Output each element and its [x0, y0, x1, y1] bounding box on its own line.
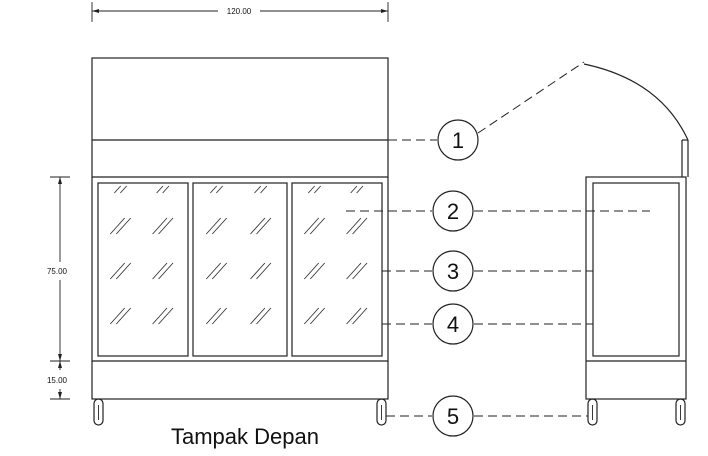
glass-hatch-stroke [352, 217, 368, 235]
glass-hatch-stroke [309, 217, 326, 235]
glass-hatch-stroke [205, 262, 222, 280]
glass-hatch-stroke [309, 262, 326, 280]
side-view-cabinet [583, 63, 689, 426]
glass-hatch-stroke [120, 185, 127, 194]
glass-hatch-stroke [152, 307, 168, 325]
glass-height-label: 75.00 [47, 267, 68, 276]
callout-1-label: 1 [452, 128, 464, 153]
glass-hatch-stroke [109, 217, 126, 235]
base-height-label: 15.00 [47, 376, 68, 385]
glass-hatch-stroke [346, 262, 362, 280]
callout-1: 1 [437, 119, 479, 161]
glass-hatch-stroke [115, 217, 132, 235]
callout-4-label: 4 [447, 312, 459, 337]
glass-hatch-stroke [254, 185, 262, 194]
glass-hatch-stroke [303, 217, 320, 235]
glass-hatch-stroke [250, 262, 266, 280]
callout-3-label: 3 [447, 259, 459, 284]
glass-hatch-stroke [256, 307, 272, 325]
glass-hatch-stroke [346, 217, 362, 235]
glass-hatch-stroke [303, 262, 320, 280]
glass-panel-middle [192, 182, 288, 357]
glass-hatch-marks [109, 185, 368, 325]
front-view-cabinet [91, 57, 389, 426]
width-dimension: 120.00 [91, 2, 389, 22]
side-wheel-left [587, 398, 598, 426]
callout-3: 3 [432, 250, 474, 292]
glass-hatch-stroke [158, 262, 174, 280]
callout-4: 4 [432, 303, 474, 345]
glass-panel-right [291, 182, 383, 357]
glass-hatch-stroke [156, 185, 164, 194]
glass-hatch-stroke [162, 185, 170, 194]
side-glass-panel [592, 182, 680, 357]
glass-panel-left [97, 182, 189, 357]
callout-5: 5 [432, 395, 474, 437]
glass-hatch-stroke [260, 185, 268, 194]
glass-hatch-stroke [114, 185, 121, 194]
side-wheel-right [675, 398, 686, 426]
side-cabinet-outline [585, 176, 687, 400]
glass-hatch-stroke [210, 185, 217, 194]
glass-hatch-stroke [211, 307, 228, 325]
glass-hatch-stroke [158, 307, 174, 325]
glass-hatch-stroke [250, 307, 266, 325]
glass-hatch-stroke [205, 217, 222, 235]
glass-hatch-stroke [250, 217, 266, 235]
glass-hatch-stroke [152, 262, 168, 280]
leader-lines [346, 61, 650, 417]
glass-hatch-stroke [350, 185, 358, 194]
glass-hatch-stroke [211, 217, 228, 235]
side-canopy-arc [583, 63, 689, 141]
glass-hatch-stroke [352, 262, 368, 280]
glass-hatch-stroke [303, 307, 320, 325]
glass-hatch-stroke [211, 262, 228, 280]
callout-2-label: 2 [447, 199, 459, 224]
callout-2: 2 [432, 190, 474, 232]
glass-hatch-stroke [256, 262, 272, 280]
glass-hatch-stroke [109, 262, 126, 280]
glass-hatch-stroke [352, 307, 368, 325]
view-caption: Tampak Depan [171, 424, 319, 449]
height-dimensions: 75.00 15.00 [47, 176, 70, 400]
callout-5-label: 5 [447, 404, 459, 429]
glass-hatch-stroke [152, 217, 168, 235]
glass-hatch-stroke [115, 262, 132, 280]
glass-hatch-stroke [346, 307, 362, 325]
glass-hatch-stroke [309, 307, 326, 325]
glass-hatch-stroke [109, 307, 126, 325]
cabinet-outline [91, 57, 389, 400]
glass-hatch-stroke [308, 185, 315, 194]
width-dimension-label: 120.00 [227, 7, 252, 16]
glass-hatch-stroke [216, 185, 223, 194]
glass-hatch-stroke [115, 307, 132, 325]
wheel-left [93, 398, 104, 426]
glass-hatch-stroke [205, 307, 222, 325]
glass-hatch-stroke [356, 185, 364, 194]
glass-hatch-stroke [158, 217, 174, 235]
wheel-right [376, 398, 387, 426]
glass-hatch-stroke [256, 217, 272, 235]
glass-hatch-stroke [314, 185, 321, 194]
